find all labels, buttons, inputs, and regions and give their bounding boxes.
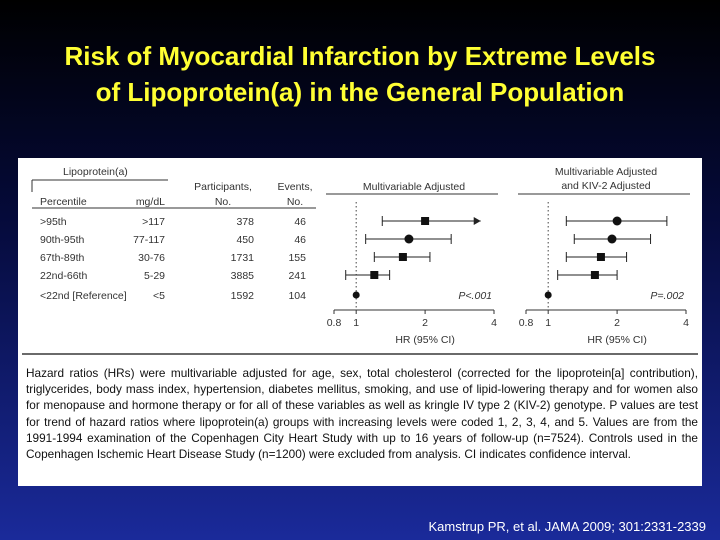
row-participants: 1592 [231, 290, 255, 302]
row-events: 46 [294, 216, 306, 228]
slide-title-line-1: Risk of Myocardial Infarction by Extreme… [64, 41, 656, 71]
figure-panel: Lipoprotein(a) Percentile mg/dL Particip… [18, 158, 702, 486]
row-events: 241 [288, 270, 306, 282]
row-percentile: 90th-95th [40, 234, 85, 246]
hr-point [590, 271, 599, 279]
row-percentile: 22nd-66th [40, 270, 87, 282]
row-participants: 1731 [231, 252, 255, 264]
x-tick-label: 0.8 [519, 317, 534, 329]
row-percentile: <22nd [Reference] [40, 290, 127, 302]
citation: Kamstrup PR, et al. JAMA 2009; 301:2331-… [428, 519, 706, 534]
col-percentile: Percentile [40, 196, 87, 208]
x-tick-label: 1 [545, 317, 551, 329]
col-participants-1: Participants, [194, 181, 252, 193]
forest-title: Multivariable Adjusted [363, 181, 465, 193]
p-value: P<.001 [458, 290, 492, 302]
row-mgdl: 5-29 [144, 270, 165, 282]
row-participants: 450 [236, 234, 254, 246]
hr-point [612, 216, 622, 226]
row-events: 46 [294, 234, 306, 246]
slide-title-line-2: of Lipoprotein(a) in the General Populat… [95, 77, 625, 107]
table-rows: >95th >117 378 46 90th-95th 77-117 450 46 67th-8… [40, 216, 306, 302]
col-participants-2: No. [215, 196, 231, 208]
row-participants: 3885 [231, 270, 255, 282]
hr-point-reference [544, 291, 552, 299]
forest-plot-kiv2: Multivariable Adjusted and KIV-2 Adjusted… [518, 166, 690, 346]
slide-title: Risk of Myocardial Infarction by Extreme… [0, 38, 720, 110]
forest-title: Multivariable Adjusted [555, 166, 657, 178]
row-percentile: >95th [40, 216, 67, 228]
x-axis-label: HR (95% CI) [587, 334, 647, 346]
hr-point [404, 234, 414, 244]
row-mgdl: <5 [153, 290, 165, 302]
row-percentile: 67th-89th [40, 252, 85, 264]
figure-caption: Hazard ratios (HRs) were multivariable a… [26, 366, 698, 462]
x-tick-label: 0.8 [327, 317, 342, 329]
row-mgdl: >117 [142, 216, 165, 228]
x-tick-label: 4 [683, 317, 689, 329]
forest-title: and KIV-2 Adjusted [561, 180, 650, 192]
row-participants: 378 [236, 216, 254, 228]
forest-plot-figure: Lipoprotein(a) Percentile mg/dL Particip… [22, 166, 698, 355]
x-tick-label: 1 [353, 317, 359, 329]
col-events-1: Events, [277, 181, 312, 193]
hr-point-reference [352, 291, 360, 299]
hr-point [607, 234, 617, 244]
col-events-2: No. [287, 196, 303, 208]
hr-point [370, 271, 379, 279]
x-axis-label: HR (95% CI) [395, 334, 455, 346]
hr-point [421, 217, 430, 225]
x-tick-label: 2 [422, 317, 428, 329]
row-events: 155 [288, 252, 306, 264]
row-events: 104 [288, 290, 306, 302]
ci-arrow [473, 217, 481, 225]
p-value: P=.002 [650, 290, 684, 302]
row-mgdl: 30-76 [138, 252, 165, 264]
col-mgdl: mg/dL [136, 196, 165, 208]
x-tick-label: 2 [614, 317, 620, 329]
hr-point [398, 253, 407, 261]
row-mgdl: 77-117 [133, 234, 165, 246]
lipoprotein-header: Lipoprotein(a) [63, 166, 128, 178]
hr-point [596, 253, 605, 261]
forest-plot-multivariable: Multivariable Adjusted 0.8 1 2 4 HR (95% CI) P… [326, 181, 498, 346]
x-tick-label: 4 [491, 317, 497, 329]
